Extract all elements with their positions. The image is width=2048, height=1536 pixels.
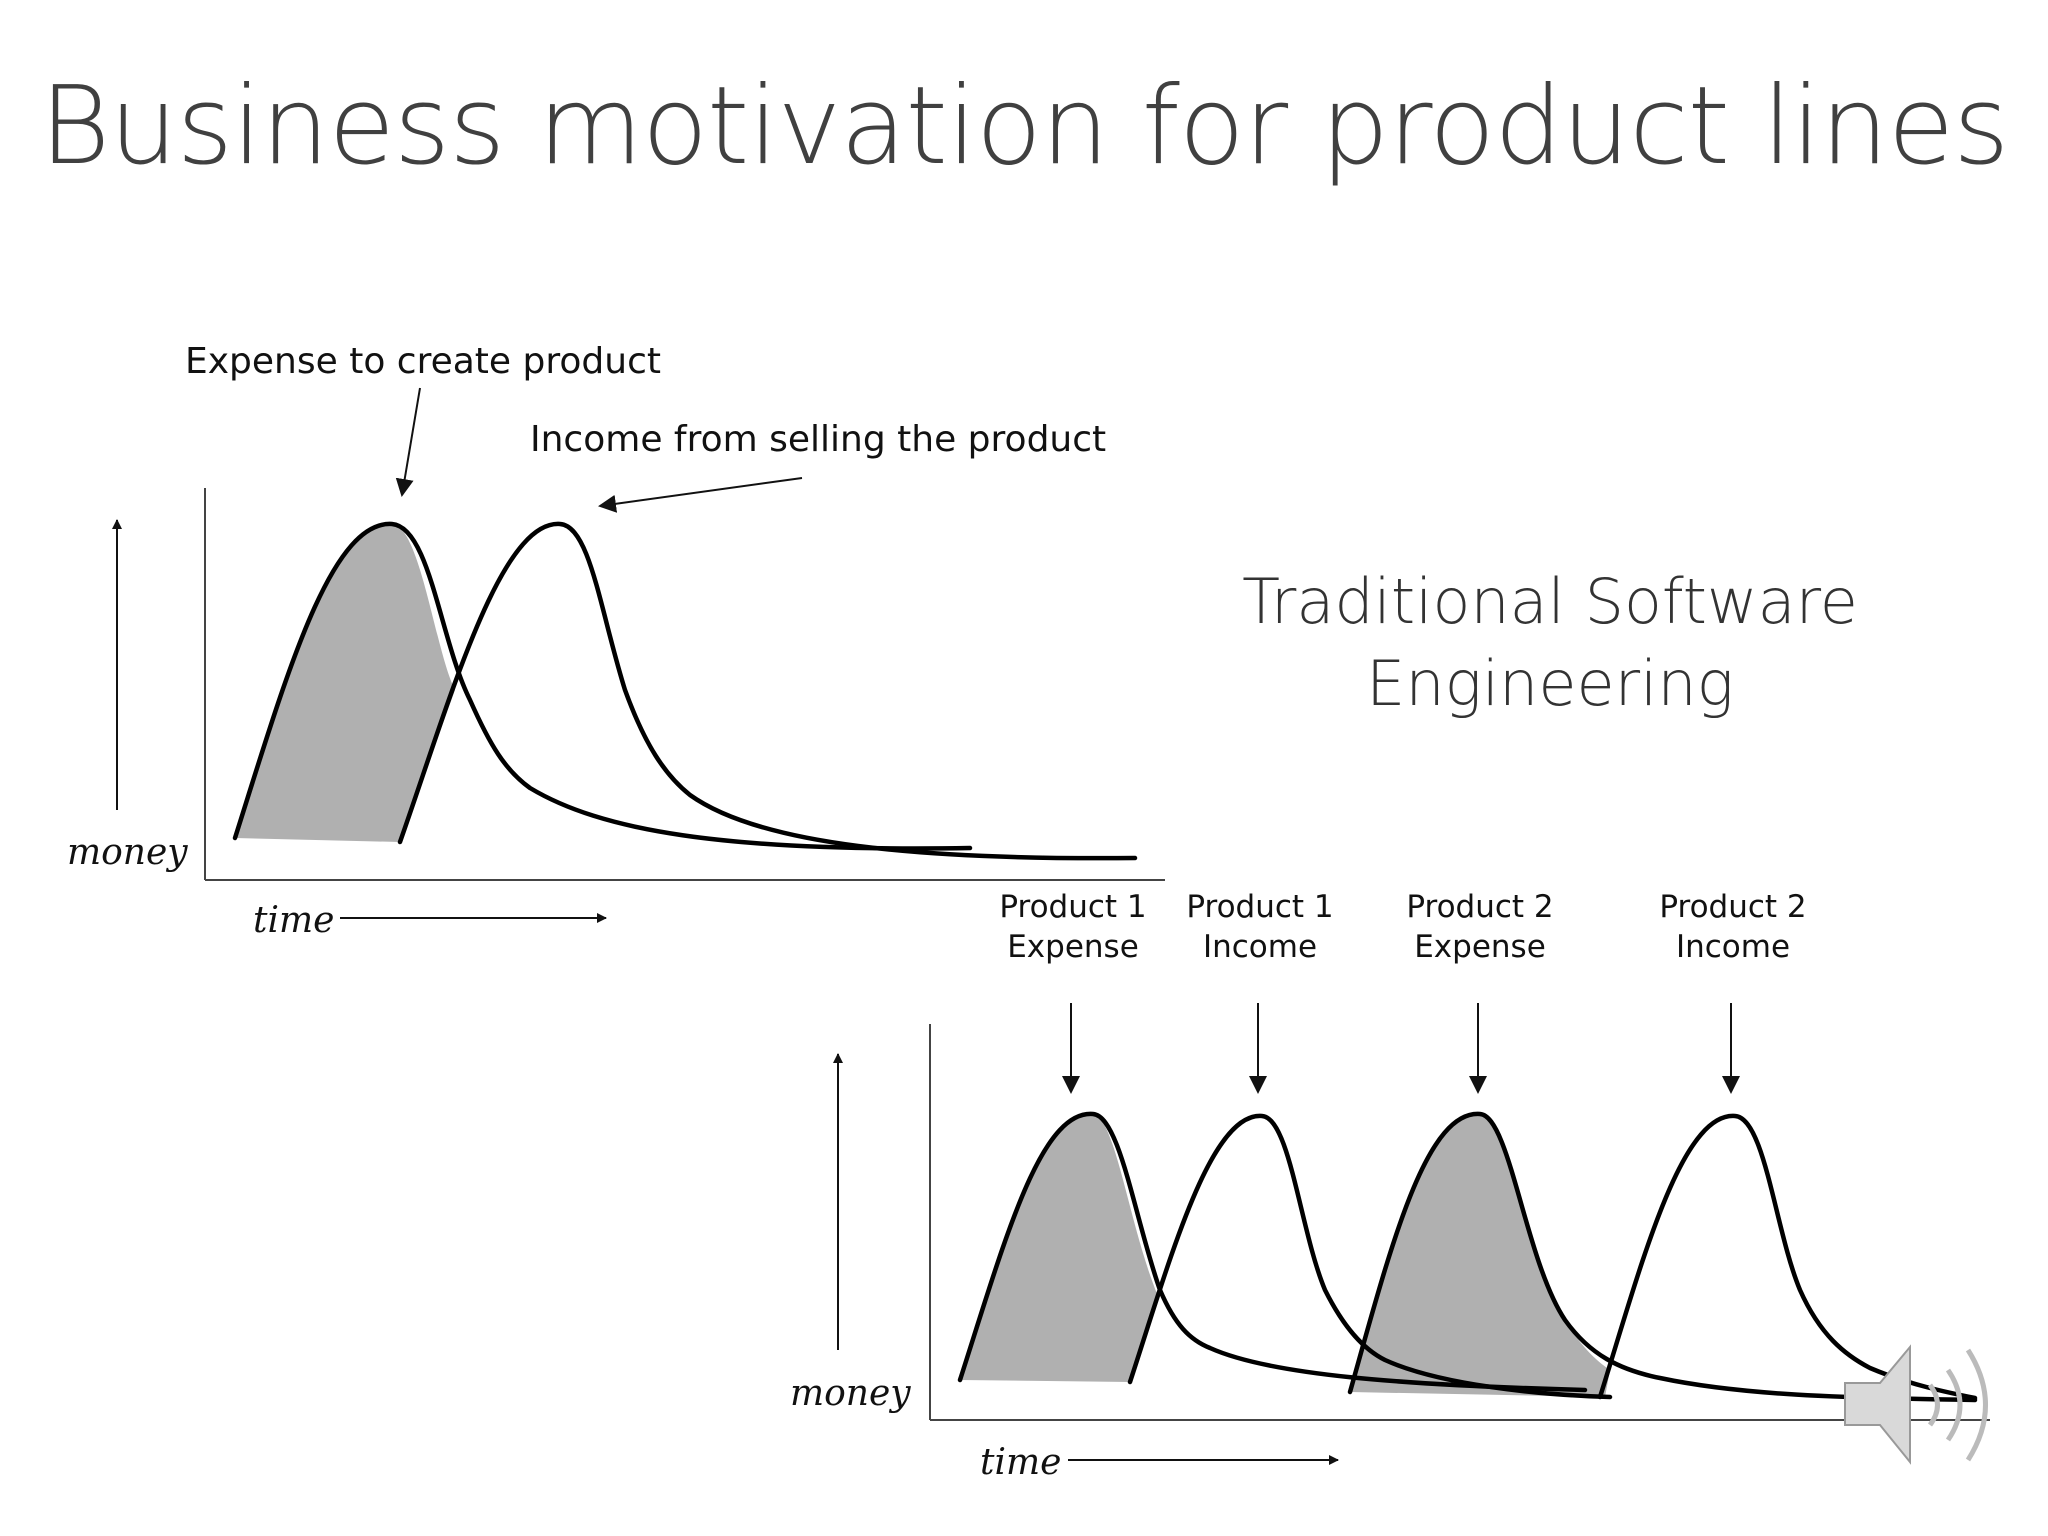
bottom-diagram: Product 1 Expense Product 1 Income Produ…: [790, 889, 1990, 1483]
top-money-label: money: [67, 832, 188, 873]
expense-annotation: Expense to create product: [185, 341, 661, 382]
bottom-money-label: money: [790, 1373, 911, 1414]
income-pointer-arrow: [598, 477, 803, 513]
expense-curve: [232, 521, 973, 851]
p1-income-label-line2: Income: [1203, 929, 1317, 965]
p2-income-label-line1: Product 2: [1659, 889, 1806, 925]
income-curve: [397, 521, 1138, 861]
p1-expense-label-line2: Expense: [1007, 929, 1139, 965]
p2-expense-label-line2: Expense: [1414, 929, 1546, 965]
p2-expense-curve: [1347, 1111, 1978, 1403]
p1-expense-area: [960, 1113, 1158, 1382]
speaker-icon[interactable]: [1844, 1344, 1988, 1465]
p1-income-label-line1: Product 1: [1186, 889, 1333, 925]
top-diagram: Expense to create product Income from se…: [67, 341, 1165, 941]
income-annotation: Income from selling the product: [530, 419, 1106, 460]
p1-expense-label-line1: Product 1: [999, 889, 1146, 925]
p2-expense-label-line1: Product 2: [1406, 889, 1553, 925]
subtitle-line2: Engineering: [1366, 647, 1734, 720]
expense-area: [235, 523, 455, 842]
p2-income-label-line2: Income: [1676, 929, 1790, 965]
top-time-label: time: [253, 900, 334, 941]
subtitle-line1: Traditional Software: [1242, 565, 1858, 638]
p1-expense-curve: [957, 1111, 1588, 1393]
expense-pointer-arrow: [395, 387, 421, 497]
p1-income-curve: [1127, 1113, 1613, 1400]
slide-title: Business motivation for product lines: [39, 64, 2010, 189]
subtitle: Traditional Software Engineering: [1242, 565, 1858, 720]
p2-income-curve: [1597, 1113, 1978, 1401]
bottom-time-label: time: [980, 1442, 1061, 1483]
